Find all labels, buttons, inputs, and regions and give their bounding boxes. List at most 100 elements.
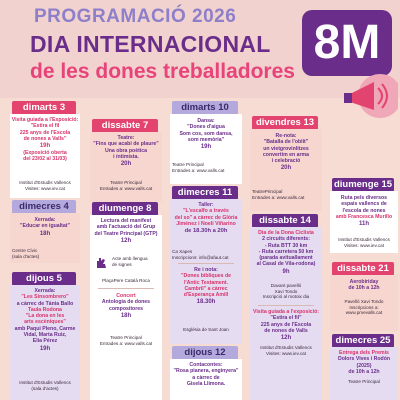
event-text: Re-nota: "Batalla de l'oblit" un vietgro… [251, 133, 321, 172]
tab-dissabte-7: dissabte 7 [92, 119, 158, 133]
text-line: Visita guiada a l'exposició: [252, 309, 319, 315]
text-line: Taula Rodona [28, 306, 62, 313]
event-place: Teatre Principal Entrades a: www.valls.c… [172, 162, 240, 173]
text-line: Concert [116, 293, 136, 299]
text-line: compositores [108, 305, 143, 312]
tab-diumenge-8: diumenge 8 [92, 202, 158, 216]
event-place: Institut d'Estudis Vallencs Visites: www… [331, 237, 397, 248]
text-line: de signes [112, 261, 132, 267]
text-line: "L'escalfo a través [183, 208, 229, 215]
text-line: "Dones d'aigua [187, 124, 225, 131]
event-place: PlaçaPere Català Roca [91, 278, 161, 284]
text-line: espais vallencs de [341, 201, 387, 208]
text-line: amb Paqui Pleno, Carme [14, 325, 76, 332]
text-line: Contacontes: [189, 362, 223, 368]
tab-dimecres-11: dimecres 11 [172, 186, 238, 200]
event-text: Teatre: "Fins que acabi de plaure" Una o… [91, 135, 161, 168]
event-card-dimarts-10: Dansa: "Dones d'aigua Som cos, som dansa… [170, 114, 242, 184]
text-line: Inscripció al motoix dia [262, 294, 310, 300]
text-line: Xerrada: [34, 288, 56, 294]
text-line: i celebració [271, 158, 301, 165]
text-line: Teatre Principal [348, 379, 380, 384]
event-card-dimecres-11: Taller: "L'escalfo a través del so" a cà… [170, 199, 242, 344]
text-line: TeatrePrincipal [252, 189, 283, 194]
event-text: Contacontes: "Rosa pianera, enginyera" a… [171, 362, 241, 387]
text-line: Lectura del manifest [100, 218, 152, 224]
event-card-dissabte-14: Dia de la Dona Ciclista 2 circuits difer… [250, 227, 322, 400]
event-text: Entrega dels Premis Dolors Vives i Rodón… [331, 350, 397, 375]
text-line: Taller: [198, 202, 214, 208]
text-line: del 23/02 al 31/03) [23, 156, 67, 163]
event-time: 18.30h [196, 299, 216, 306]
event-time: 12h [280, 335, 292, 342]
text-line: Xerrada: [34, 217, 56, 223]
megaphone-icon [344, 74, 398, 118]
badge-8m: 8M [302, 10, 392, 76]
text-line: "Educar en igualtat" [20, 223, 70, 230]
text-line: Teatre Principal [110, 180, 142, 185]
event-time: 20h [280, 165, 292, 172]
event-place: Teatre Principal Entrades a: www.valls.c… [91, 335, 161, 346]
text-line: Vidal, Marta Ruiz, [23, 332, 67, 339]
text-line: som memòria" [187, 136, 225, 143]
event-time: 18h [39, 230, 51, 237]
text-line: www.pmevalls.cat [345, 310, 383, 316]
event-place: Teatre Principal [331, 379, 397, 385]
event-card-dimarts-3: Visita guiada a l'Exposició: "Estira el … [10, 114, 80, 198]
event-place: Institut d'Estudis Vallencs Visites: www… [11, 180, 79, 191]
event-place: Centre Cívic (sala d'actes) [10, 248, 60, 259]
text-line: Teatre: [117, 135, 135, 141]
text-line: (sala d'actes) [31, 385, 59, 391]
tab-dissabte-14: dissabte 14 [252, 214, 318, 228]
event-time: 18h [120, 312, 132, 319]
event-card-dimecres-4: Xerrada: "Educar en igualtat" 18h Centre… [10, 213, 80, 263]
event-text: Visita guiada a l'exposició: "Estira el … [251, 309, 321, 342]
text-line: a càrrec de [192, 374, 220, 381]
sign-language-label: Acte amb llengua de signes [112, 256, 160, 267]
event-card-dijous-12: Contacontes: "Rosa pianera, enginyera" a… [170, 359, 242, 400]
event-card-diumenge-15: Ruta pels diversos espais vallencs de l'… [330, 191, 398, 253]
text-line: de 10h a 12h [348, 285, 380, 292]
tab-dimecres-4: dimecres 4 [12, 200, 76, 214]
text-line: Institut d'Estudis Vallencs [19, 180, 71, 185]
text-line: Antologia de dones [101, 299, 151, 306]
text-line: "Estira el fil" [270, 315, 302, 322]
text-line: Aerobiriday [349, 279, 379, 285]
tab-dijous-5: dijous 5 [12, 272, 76, 286]
text-line: de 10h a 12h [348, 368, 380, 375]
text-line: Xavi Tondo [274, 288, 298, 294]
event-time: 20h [120, 161, 132, 168]
tab-dissabte-21: dissabte 21 [332, 262, 394, 276]
text-line: PlaçaPere Català Roca [102, 278, 150, 283]
event-card-diumenge-8: Lectura del manifest amb l'actuació del … [90, 215, 162, 400]
header-line-2: DIA INTERNACIONAL [30, 31, 271, 57]
text-line: 2 circuits diferents: [262, 236, 310, 243]
tab-dimarts-3: dimarts 3 [12, 101, 76, 115]
text-line: i íntimista. [113, 153, 139, 160]
text-line: Entrades a: www.valls.cat [99, 185, 153, 191]
text-line: "La dona en les [25, 313, 65, 320]
event-time: de 18.30h a 20h [184, 228, 228, 235]
text-line: un vietgrovinlitzes [263, 145, 309, 152]
event-text: Taller: "L'escalfo a través del so" a cà… [171, 202, 241, 235]
event-text: Visita guiada a l'Exposició: "Estira el … [11, 117, 79, 163]
event-text: Dansa: "Dones d'aigua Som cos, som dansa… [171, 118, 241, 151]
event-place: TeatrePrincipal Entrades a: www.valls.ca… [252, 189, 320, 200]
event-place: Ca Xapes Inscripcions: info@afaut.cat [172, 249, 240, 260]
text-line: convertim en arma [262, 151, 310, 158]
poster-header: PROGRAMACIÓ 2026 DIA INTERNACIONAL de le… [0, 0, 400, 118]
event-card-divendres-13: Re-nota: "Batalla de l'oblit" un vietgro… [250, 129, 322, 211]
text-line: Som cos, som dansa, [179, 130, 233, 137]
text-line: del Teatre Principal (GTP) [94, 230, 158, 237]
event-text: Lectura del manifest amb l'actuació del … [91, 218, 161, 245]
text-line: Entrades a: www.valls.cat [99, 340, 153, 346]
event-place: Institut d'Estudis Vallencs Visites: www… [251, 345, 321, 356]
text-line: Dia de la Dona Ciclista [258, 230, 314, 236]
tab-dimecres-25: dimecres 25 [332, 334, 394, 348]
text-line: Inscripcions a: [349, 304, 379, 310]
text-line: Institut d'Estudis Vallencs [338, 237, 390, 242]
text-line: de nones a Valls" [23, 135, 67, 142]
event-time: 19h [39, 143, 51, 150]
text-line: Davant pavelló [270, 283, 302, 288]
text-line: Institut d'Estudis Vallencs [19, 380, 71, 385]
